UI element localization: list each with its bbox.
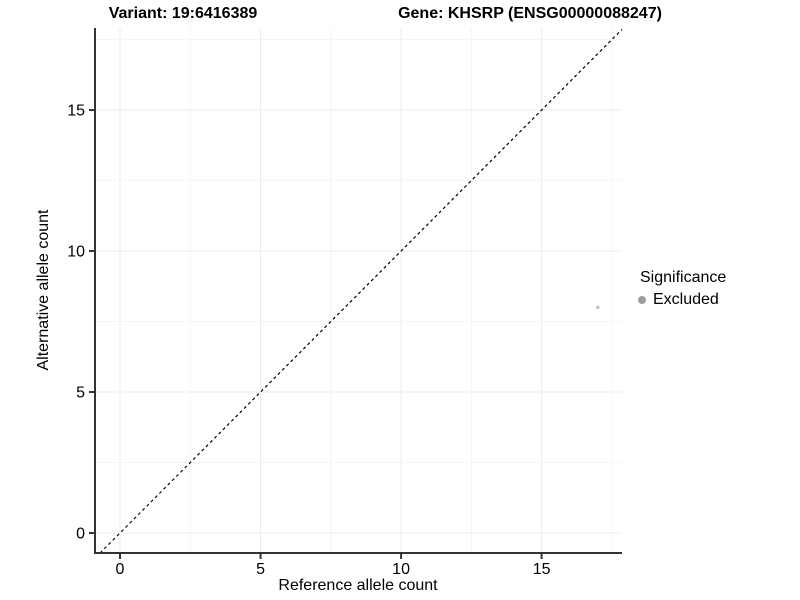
identity-line	[99, 28, 623, 554]
legend-title: Significance	[640, 269, 727, 286]
x-tick-label: 10	[392, 561, 410, 578]
x-tick-label: 15	[533, 561, 551, 578]
x-tick-label: 5	[256, 561, 265, 578]
legend-item-label: Excluded	[653, 291, 719, 308]
gene-title: Gene: KHSRP (ENSG00000088247)	[398, 5, 662, 22]
x-axis-title: Reference allele count	[278, 577, 438, 594]
y-tick-label: 10	[67, 244, 85, 261]
variant-title: Variant: 19:6416389	[108, 5, 258, 22]
legend: Significance Excluded	[638, 269, 726, 309]
y-axis-title: Alternative allele count	[35, 209, 52, 371]
y-tick-label: 0	[76, 525, 85, 542]
y-tick-label: 5	[76, 385, 85, 402]
y-tick-label: 15	[67, 103, 85, 120]
legend-item: Excluded	[638, 291, 726, 309]
data-point	[596, 305, 600, 310]
x-tick-label: 0	[116, 561, 125, 578]
excluded-point-icon	[638, 296, 646, 304]
